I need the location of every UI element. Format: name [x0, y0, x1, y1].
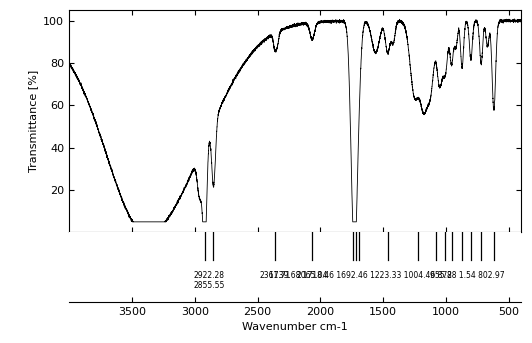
Text: 955.88 1.54 802.97: 955.88 1.54 802.97	[430, 271, 505, 280]
Y-axis label: Transmittance [%]: Transmittance [%]	[28, 70, 38, 173]
Text: 2922.28
2855.55: 2922.28 2855.55	[193, 271, 225, 290]
Text: 2065.04: 2065.04	[296, 271, 328, 280]
X-axis label: Wavenumber cm-1: Wavenumber cm-1	[243, 322, 348, 332]
Text: 1739.68 1718.46 1692.46 1223.33 1004.46 872: 1739.68 1718.46 1692.46 1223.33 1004.46 …	[269, 271, 452, 280]
Text: 2361.71: 2361.71	[260, 271, 290, 280]
